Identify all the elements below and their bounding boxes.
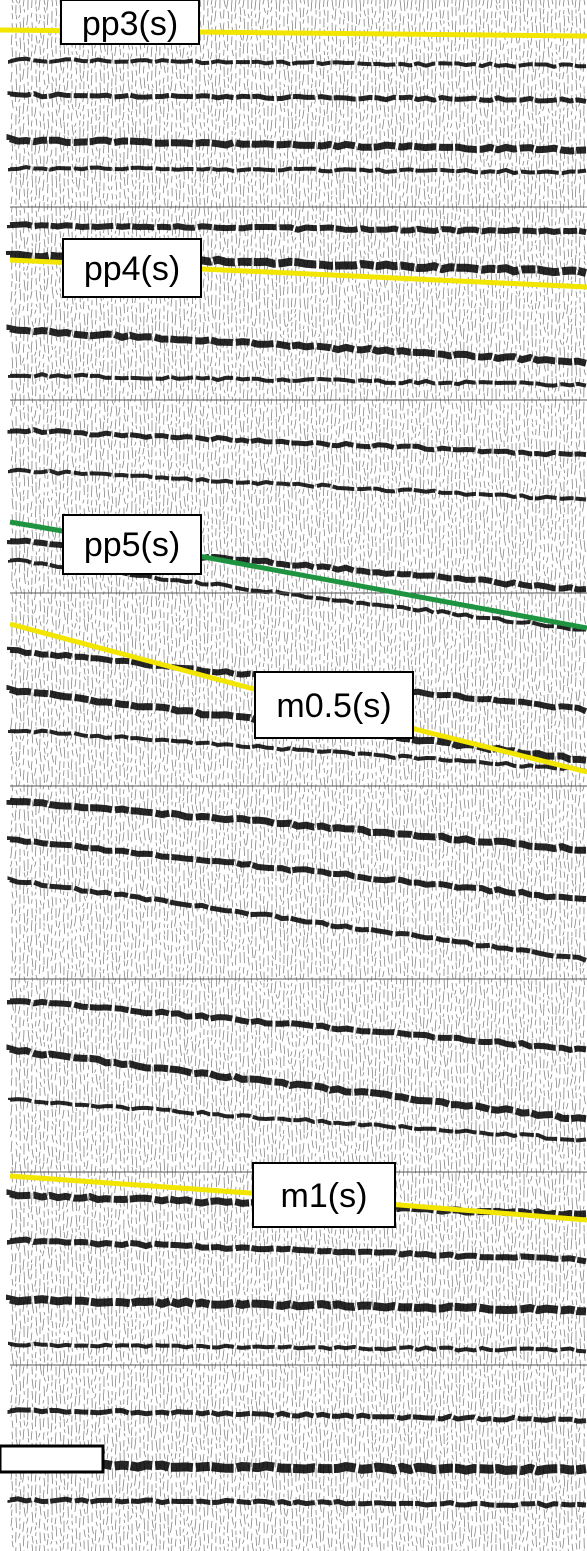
reflector-band <box>7 1496 587 1509</box>
reflector-band <box>6 324 587 367</box>
reflector-band <box>7 1407 587 1424</box>
label-box <box>62 238 202 298</box>
reflector-band <box>7 91 587 104</box>
reflector-band <box>7 427 587 458</box>
reflector-band <box>7 998 587 1053</box>
horizon-label-text: pp3(s) <box>82 5 178 43</box>
scale-bar <box>0 1444 105 1474</box>
horizon-label-text: pp5(s) <box>84 526 180 564</box>
horizon-label-pp3: pp3(s) <box>60 0 200 45</box>
reflector-band <box>6 797 587 854</box>
horizon-line-m05 <box>9 621 587 775</box>
reflector-band <box>7 221 587 236</box>
horizon-line-m1 <box>9 1173 587 1223</box>
wiggle-texture <box>10 0 586 1551</box>
seismic-reflectors <box>5 56 587 1509</box>
reflector-band <box>8 56 586 69</box>
reflector-band <box>6 1044 587 1123</box>
horizon-label-pp4: pp4(s) <box>62 238 202 298</box>
label-box <box>252 1162 396 1228</box>
horizon-label-pp5: pp5(s) <box>62 514 202 575</box>
label-box <box>254 671 414 739</box>
reflector-band <box>8 372 587 388</box>
reflector-band <box>8 728 587 773</box>
horizon-label-m1: m1(s) <box>252 1162 396 1228</box>
reflector-band <box>8 164 587 176</box>
left-margin <box>0 0 10 1551</box>
reflector-band <box>8 1341 587 1354</box>
seismic-noise-texture <box>10 0 586 1551</box>
reflector-band <box>6 133 587 155</box>
reflector-band <box>8 467 587 502</box>
reflector-band <box>6 1294 587 1316</box>
reflector-band <box>7 876 587 963</box>
label-box <box>62 514 202 575</box>
reflector-band <box>7 1236 587 1265</box>
label-box <box>60 0 200 45</box>
horizon-label-text: m1(s) <box>281 1177 368 1215</box>
horizon-label-text: m0.5(s) <box>276 687 391 725</box>
horizon-label-m05: m0.5(s) <box>254 671 414 739</box>
horizon-label-text: pp4(s) <box>84 250 180 288</box>
reflector-band <box>7 836 587 902</box>
reflector-band <box>8 1097 587 1143</box>
